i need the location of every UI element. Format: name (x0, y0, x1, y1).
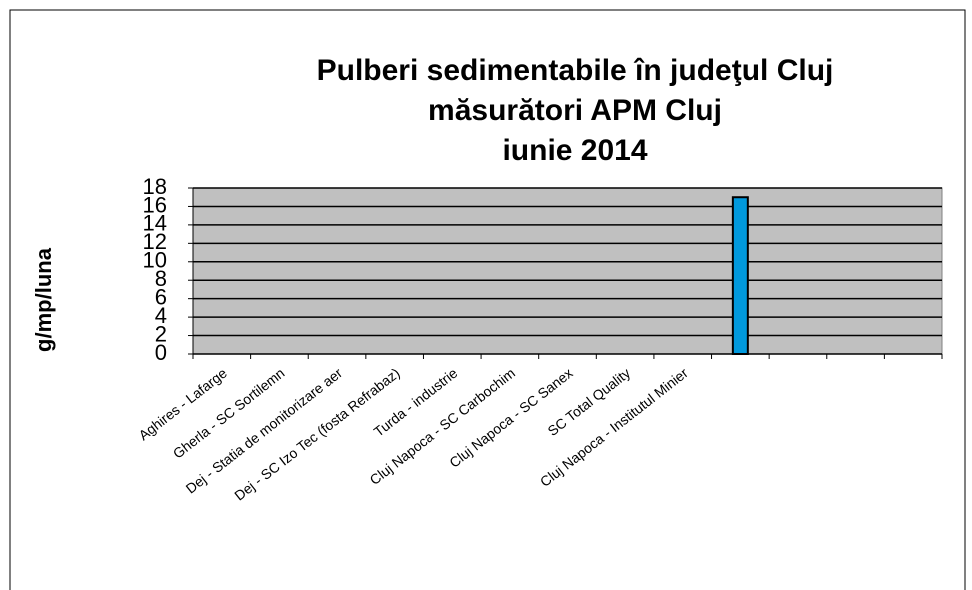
y-tick-label: 12 (143, 229, 167, 254)
plot-area (192, 187, 943, 355)
y-tick-label: 18 (143, 174, 167, 199)
y-tick-label: 10 (143, 248, 167, 273)
y-axis-label: g/mp/luna (31, 247, 56, 352)
y-tick-label: 14 (143, 211, 167, 236)
y-tick-label: 2 (155, 321, 167, 346)
chart-title: măsurători APM Cluj (428, 94, 722, 127)
y-tick-label: 0 (155, 340, 167, 365)
y-tick-label: 8 (155, 266, 167, 291)
chart-frame (9, 9, 966, 590)
y-tick-label: 6 (155, 284, 167, 309)
chart-title: iunie 2014 (502, 134, 647, 167)
chart-title: Pulberi sedimentabile în judeţul Cluj (317, 54, 834, 87)
bar (731, 196, 749, 355)
y-tick-label: 4 (155, 303, 167, 328)
y-tick-label: 16 (143, 192, 167, 217)
